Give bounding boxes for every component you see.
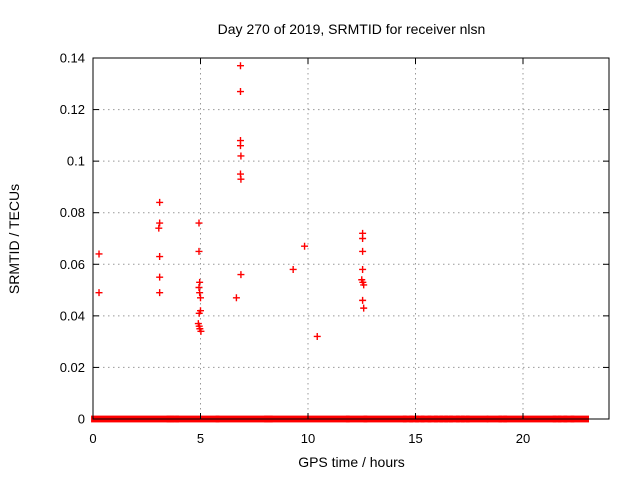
data-point — [289, 265, 297, 273]
data-point — [360, 304, 368, 312]
data-point — [195, 219, 203, 227]
x-tick-label: 10 — [301, 431, 315, 446]
y-tick-label: 0.04 — [60, 308, 85, 323]
y-tick-label: 0.02 — [60, 360, 85, 375]
data-point — [237, 271, 245, 279]
chart-title: Day 270 of 2019, SRMTID for receiver nls… — [217, 21, 486, 37]
data-point — [156, 198, 164, 206]
data-point — [236, 62, 244, 70]
data-point — [232, 294, 240, 302]
data-point — [359, 235, 367, 242]
data-point — [195, 247, 203, 255]
y-tick-label: 0.06 — [60, 257, 85, 272]
x-tick-label: 15 — [408, 431, 422, 446]
data-point — [196, 289, 204, 297]
data-point — [236, 88, 244, 96]
x-tick-label: 5 — [197, 431, 204, 446]
data-point — [313, 332, 321, 340]
y-tick-label: 0 — [78, 412, 85, 427]
data-point — [301, 242, 309, 250]
data-point — [359, 265, 367, 273]
y-axis-label: SRMTID / TECUs — [6, 183, 22, 295]
data-point — [359, 247, 367, 255]
data-point — [155, 224, 163, 232]
data-point — [156, 253, 164, 261]
data-point — [236, 142, 244, 150]
y-tick-label: 0.1 — [67, 154, 85, 169]
data-point — [156, 273, 164, 281]
y-tick-label: 0.12 — [60, 102, 85, 117]
data-point — [237, 175, 245, 183]
data-point — [197, 294, 204, 302]
data-point — [197, 327, 205, 335]
plot-border — [92, 57, 610, 420]
y-tick-label: 0.14 — [60, 51, 85, 66]
data-point — [359, 296, 367, 304]
data-point — [95, 250, 103, 258]
data-point — [95, 289, 103, 297]
y-tick-label: 0.08 — [60, 205, 85, 220]
data-point — [195, 309, 203, 317]
data-point — [156, 289, 164, 297]
x-axis-label: GPS time / hours — [298, 454, 405, 470]
x-tick-label: 0 — [89, 431, 96, 446]
data-point — [237, 152, 245, 160]
data-point — [156, 219, 164, 227]
data-point — [360, 281, 368, 289]
x-tick-label: 20 — [516, 431, 530, 446]
